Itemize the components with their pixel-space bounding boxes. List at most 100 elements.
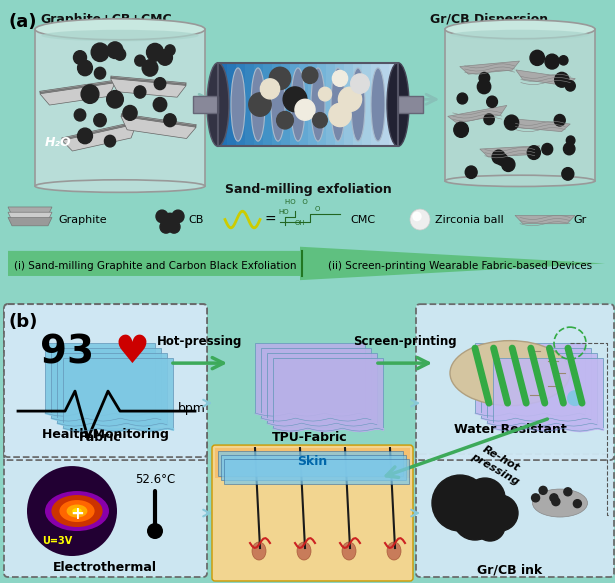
Polygon shape xyxy=(121,116,196,139)
Ellipse shape xyxy=(351,68,365,141)
Circle shape xyxy=(107,42,123,58)
Circle shape xyxy=(142,60,158,76)
Bar xyxy=(371,63,380,146)
Text: HO   O: HO O xyxy=(285,199,308,205)
Circle shape xyxy=(277,111,293,129)
Bar xyxy=(281,63,290,146)
Circle shape xyxy=(564,488,572,496)
Circle shape xyxy=(164,114,176,127)
Bar xyxy=(218,63,227,146)
Circle shape xyxy=(539,486,547,494)
Circle shape xyxy=(319,87,331,101)
Circle shape xyxy=(477,80,491,94)
Circle shape xyxy=(134,86,146,98)
Polygon shape xyxy=(493,358,603,428)
Bar xyxy=(398,96,423,113)
Circle shape xyxy=(332,71,347,86)
Polygon shape xyxy=(62,123,136,150)
Circle shape xyxy=(484,114,494,125)
Circle shape xyxy=(351,74,369,93)
Circle shape xyxy=(168,220,180,233)
Text: (i) Sand-milling Graphite and Carbon Black Exfoliation: (i) Sand-milling Graphite and Carbon Bla… xyxy=(14,261,296,271)
Polygon shape xyxy=(8,247,605,280)
Circle shape xyxy=(269,67,291,90)
Ellipse shape xyxy=(451,30,589,40)
Text: HO: HO xyxy=(278,209,288,215)
Text: +: + xyxy=(70,505,84,523)
Polygon shape xyxy=(267,353,377,423)
Text: =: = xyxy=(265,213,277,227)
Text: Gr/CB Dispersion: Gr/CB Dispersion xyxy=(430,13,548,26)
Circle shape xyxy=(157,50,172,65)
FancyBboxPatch shape xyxy=(416,454,614,577)
Circle shape xyxy=(550,494,558,502)
Circle shape xyxy=(567,390,583,406)
Ellipse shape xyxy=(207,63,229,146)
Bar xyxy=(326,63,335,146)
FancyBboxPatch shape xyxy=(445,29,595,181)
Ellipse shape xyxy=(45,491,109,531)
Bar xyxy=(227,63,236,146)
Polygon shape xyxy=(62,124,137,151)
Text: U=3V: U=3V xyxy=(42,536,72,546)
Text: Sand-milling exfoliation: Sand-milling exfoliation xyxy=(224,183,391,196)
Circle shape xyxy=(312,113,327,128)
Ellipse shape xyxy=(271,68,285,141)
Polygon shape xyxy=(63,358,173,428)
Bar xyxy=(380,63,389,146)
Bar xyxy=(254,63,263,146)
Polygon shape xyxy=(273,358,383,428)
Circle shape xyxy=(114,48,125,60)
Ellipse shape xyxy=(41,30,199,41)
Circle shape xyxy=(562,168,574,180)
Bar xyxy=(299,63,308,146)
Circle shape xyxy=(94,67,106,79)
Polygon shape xyxy=(8,217,52,226)
Text: TPU-Fabric: TPU-Fabric xyxy=(272,431,348,444)
FancyBboxPatch shape xyxy=(416,304,614,460)
Bar xyxy=(353,63,362,146)
Ellipse shape xyxy=(35,180,205,192)
Circle shape xyxy=(77,60,92,76)
Ellipse shape xyxy=(252,542,266,560)
Text: (a): (a) xyxy=(8,13,36,30)
Circle shape xyxy=(302,67,318,83)
Bar xyxy=(236,63,245,146)
Text: Gr: Gr xyxy=(573,215,586,224)
Ellipse shape xyxy=(35,19,205,40)
Bar xyxy=(215,448,410,478)
Circle shape xyxy=(147,523,163,539)
Circle shape xyxy=(555,72,569,87)
Text: Water Resistant: Water Resistant xyxy=(454,423,566,436)
Circle shape xyxy=(410,209,430,230)
Circle shape xyxy=(135,55,145,66)
Text: CMC: CMC xyxy=(350,215,375,224)
Polygon shape xyxy=(111,78,186,96)
Text: Graphite+CB+CMC: Graphite+CB+CMC xyxy=(40,13,172,26)
Circle shape xyxy=(531,494,539,502)
Text: O: O xyxy=(315,206,320,212)
Text: Hot-pressing: Hot-pressing xyxy=(157,335,243,348)
Circle shape xyxy=(457,93,467,104)
Circle shape xyxy=(91,43,109,61)
Circle shape xyxy=(554,114,565,126)
Ellipse shape xyxy=(450,340,570,406)
Ellipse shape xyxy=(66,504,87,518)
Bar xyxy=(193,96,218,113)
Circle shape xyxy=(502,157,515,171)
Polygon shape xyxy=(111,76,186,94)
Ellipse shape xyxy=(533,489,587,517)
Circle shape xyxy=(260,79,280,99)
FancyBboxPatch shape xyxy=(4,304,207,460)
Ellipse shape xyxy=(342,542,356,560)
Polygon shape xyxy=(121,114,196,136)
Polygon shape xyxy=(62,121,136,149)
Circle shape xyxy=(465,478,505,518)
Ellipse shape xyxy=(387,542,401,560)
Polygon shape xyxy=(45,343,155,413)
Bar xyxy=(344,63,353,146)
Circle shape xyxy=(545,54,559,69)
Text: Gr/CB ink: Gr/CB ink xyxy=(477,563,542,576)
Ellipse shape xyxy=(297,542,311,560)
Text: Health Monitoring: Health Monitoring xyxy=(42,428,169,441)
